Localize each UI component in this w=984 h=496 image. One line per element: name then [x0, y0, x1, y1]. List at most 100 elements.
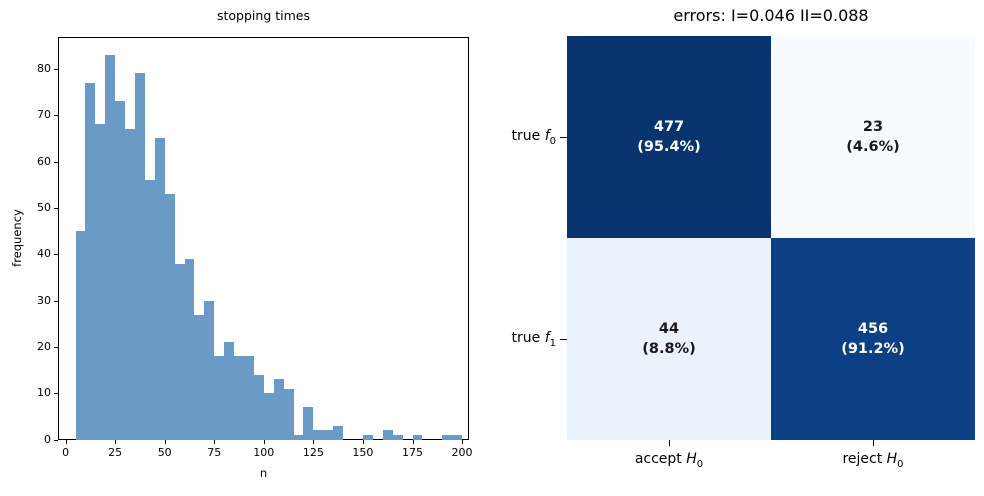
- x-tick-mark: [214, 440, 216, 444]
- histogram-bar: [273, 379, 284, 440]
- histogram-bar: [362, 435, 373, 440]
- histogram-bar: [234, 356, 244, 440]
- histogram-bar: [224, 342, 235, 440]
- y-tick-mark: [54, 300, 58, 302]
- y-tick-label: 80: [37, 61, 51, 75]
- col-label-symbol: H: [686, 451, 697, 467]
- y-tick-mark: [54, 393, 58, 395]
- x-tick-label: 100: [253, 446, 275, 459]
- histogram-bar: [323, 430, 334, 440]
- histogram-bar: [293, 435, 304, 440]
- y-tick-mark: [54, 161, 58, 163]
- histogram-bar: [253, 374, 264, 440]
- x-tick-mark: [412, 440, 414, 444]
- col-label-symbol: H: [886, 451, 898, 467]
- x-tick-mark: [362, 440, 364, 444]
- matrix-col-label-accept-h0: accept H0: [567, 451, 771, 470]
- col-label-text: accept: [634, 451, 687, 467]
- matrix-row-label-true-f1: true f1: [406, 330, 557, 349]
- y-tick-label: 60: [37, 154, 51, 168]
- y-tick-label: 40: [37, 247, 51, 261]
- cell-percent: (4.6%): [846, 139, 900, 155]
- histogram-bar: [244, 356, 254, 440]
- x-tick-mark: [462, 440, 463, 444]
- histogram-bar: [263, 393, 274, 440]
- histogram-bar: [85, 82, 96, 440]
- matrix-cell-true-f1-accept: 44 (8.8%): [567, 238, 771, 440]
- x-tick-label: 0: [62, 446, 70, 459]
- row-label-text: true: [511, 128, 545, 144]
- y-tick-label: 0: [44, 432, 51, 446]
- cell-count: 23: [862, 119, 884, 135]
- cell-count: 477: [653, 119, 685, 135]
- row-label-text: true: [511, 330, 545, 346]
- cell-count: 44: [658, 321, 680, 337]
- row-label-symbol: f: [544, 330, 550, 346]
- histogram-bar: [75, 231, 86, 440]
- y-tick-mark: [54, 115, 58, 117]
- histogram-x-axis-label: n: [259, 466, 268, 480]
- histogram-bar: [333, 425, 344, 440]
- histogram-bar: [135, 73, 145, 440]
- y-tick-label: 50: [37, 200, 51, 214]
- row-label-symbol: f: [544, 128, 550, 144]
- y-tick-mark: [54, 347, 58, 348]
- histogram-bar: [184, 258, 195, 440]
- x-tick-label: 150: [352, 446, 374, 459]
- histogram-bar: [442, 435, 453, 440]
- histogram-bar: [412, 435, 423, 440]
- histogram-bar: [174, 263, 185, 440]
- x-tick-label: 50: [157, 446, 172, 459]
- histogram-bar: [105, 54, 116, 440]
- histogram-bar: [204, 300, 215, 440]
- x-tick-mark: [313, 440, 315, 444]
- y-tick-mark: [54, 207, 58, 209]
- y-tick-label: 70: [37, 108, 51, 122]
- cell-count: 456: [857, 321, 889, 337]
- x-tick-label: 125: [302, 446, 324, 459]
- matrix-col-tick: [669, 440, 670, 446]
- histogram-bar: [214, 356, 225, 440]
- histogram-bar: [115, 101, 125, 440]
- x-tick-label: 175: [402, 446, 423, 459]
- x-tick-mark: [164, 440, 166, 444]
- matrix-title: errors: I=0.046 II=0.088: [673, 6, 869, 25]
- row-label-subscript: 1: [549, 337, 556, 349]
- histogram-bar: [194, 314, 205, 440]
- col-label-subscript: 0: [897, 458, 904, 470]
- histogram-bar: [144, 180, 155, 440]
- y-tick-label: 10: [37, 386, 51, 400]
- x-tick-mark: [263, 440, 265, 444]
- x-tick-label: 200: [451, 446, 473, 459]
- x-tick-mark: [115, 440, 117, 444]
- y-tick-label: 30: [37, 293, 51, 307]
- histogram-bar: [392, 435, 403, 440]
- matrix-col-tick: [873, 440, 874, 446]
- row-label-subscript: 0: [549, 135, 556, 147]
- col-label-text: reject: [842, 451, 887, 467]
- histogram-bar: [283, 388, 294, 440]
- x-tick-label: 25: [108, 446, 123, 459]
- matrix-cell-true-f0-reject: 23 (4.6%): [771, 36, 975, 238]
- y-tick-mark: [54, 254, 58, 256]
- matrix-row-label-true-f0: true f0: [406, 128, 557, 147]
- cell-percent: (8.8%): [642, 341, 696, 357]
- matrix-cell-true-f0-accept: 477 (95.4%): [567, 36, 771, 238]
- histogram-bar: [382, 430, 393, 440]
- matrix-col-label-reject-h0: reject H0: [771, 451, 975, 470]
- col-label-subscript: 0: [696, 458, 704, 470]
- histogram-bar: [164, 193, 175, 440]
- cell-percent: (91.2%): [841, 341, 905, 357]
- histogram-bar: [313, 430, 324, 440]
- matrix-row-tick: [560, 137, 567, 138]
- y-tick-label: 20: [37, 340, 51, 353]
- y-tick-mark: [54, 68, 58, 70]
- matrix-cell-true-f1-reject: 456 (91.2%): [771, 238, 975, 440]
- histogram-bar: [95, 124, 106, 440]
- y-tick-mark: [54, 439, 58, 441]
- cell-percent: (95.4%): [637, 139, 701, 155]
- x-tick-label: 75: [207, 446, 222, 459]
- histogram-bar: [154, 138, 165, 440]
- histogram-bar: [303, 407, 314, 440]
